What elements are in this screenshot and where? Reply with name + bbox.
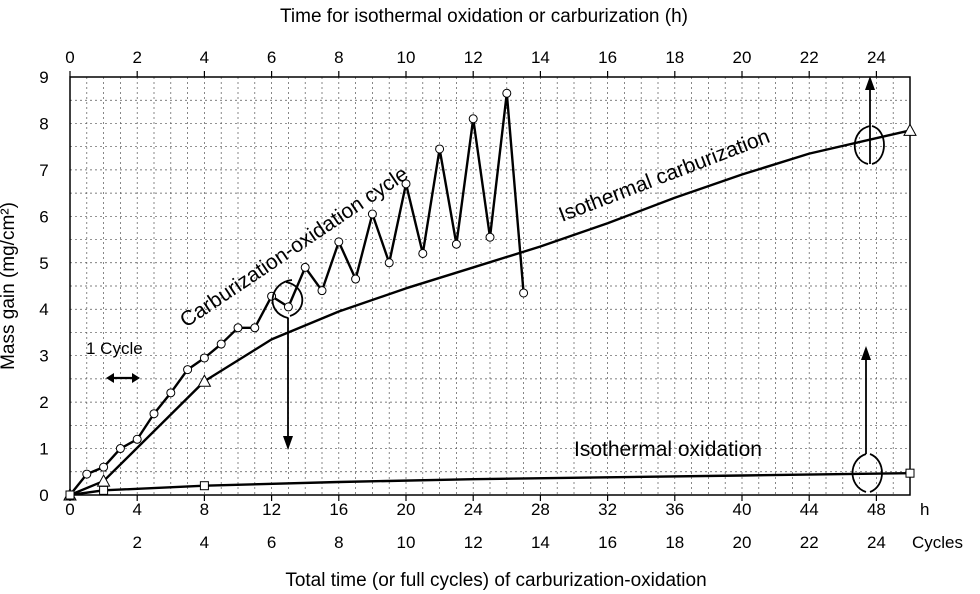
top-tick-label: 18 [665,48,684,67]
cycle-label: 1 Cycle [86,339,143,358]
read-top-axis-marker-oxidation [851,346,883,493]
bottom-hour-tick-label: 12 [262,500,281,519]
top-tick-label: 2 [132,48,141,67]
cyclic-point [183,365,193,375]
top-tick-label: 20 [733,48,752,67]
carburization-point [197,374,212,387]
cyclic-point [82,469,92,479]
cyclic-point [502,88,512,98]
bottom-hour-tick-label: 20 [397,500,416,519]
bottom-cycle-tick-label: 14 [531,533,550,552]
bottom-cycle-tick-label: 8 [334,533,343,552]
bottom-cycle-tick-label: 16 [598,533,617,552]
cyclic-point [367,209,377,219]
cycle-unit-label: Cycles [912,533,963,552]
bottom-hour-tick-label: 16 [329,500,348,519]
oxidation-point [65,490,75,500]
cyclic-point [519,288,529,298]
bottom-cycle-tick-label: 4 [200,533,209,552]
top-tick-label: 16 [598,48,617,67]
bottom-hour-tick-label: 0 [65,500,74,519]
oxidation-series-label: Isothermal oxidation [574,438,762,461]
top-tick-label: 8 [334,48,343,67]
bottom-cycle-tick-label: 10 [397,533,416,552]
y-tick-label: 4 [39,300,48,319]
annotations: 1 Cycle Carburization-oxidation cycle Is… [86,76,885,493]
bottom-hour-tick-label: 32 [598,500,617,519]
bottom-cycle-tick-label: 6 [267,533,276,552]
cyclic-point [132,434,142,444]
bottom-hour-tick-label: 44 [800,500,819,519]
bottom-cycle-tick-label: 18 [665,533,684,552]
bottom-hour-tick-label: 8 [200,500,209,519]
bottom-cycle-tick-label: 24 [867,533,886,552]
cyclic-point [317,286,327,296]
top-tick-label: 4 [200,48,209,67]
oxidation-point [99,485,109,495]
cyclic-point [384,258,394,268]
top-tick-label: 22 [800,48,819,67]
y-tick-label: 8 [39,114,48,133]
top-tick-label: 14 [531,48,550,67]
oxidation-point [199,481,209,491]
top-tick-label: 10 [397,48,416,67]
bottom-hour-tick-label: 36 [665,500,684,519]
y-tick-label: 2 [39,393,48,412]
cyclic-point [485,232,495,242]
grid [70,77,910,495]
cyclic-line [69,92,525,496]
cyclic-point [216,339,226,349]
bottom-cycle-tick-label: 12 [464,533,483,552]
bottom-hour-tick-label: 28 [531,500,550,519]
bottom-cycle-tick-label: 20 [733,533,752,552]
y-tick-label: 7 [39,161,48,180]
cyclic-point [300,262,310,272]
bottom-hour-tick-label: 4 [132,500,141,519]
top-tick-label: 6 [267,48,276,67]
carburization-point [903,123,917,136]
bottom-hour-tick-label: 40 [733,500,752,519]
hour-unit-label: h [920,500,929,519]
y-tick-label: 3 [39,347,48,366]
cyclic-point [250,323,260,333]
cyclic-point [418,248,428,258]
cyclic-point [435,144,445,154]
bottom-hour-tick-label: 48 [867,500,886,519]
bottom-cycle-tick-label: 22 [800,533,819,552]
top-tick-label: 24 [867,48,886,67]
top-tick-label: 12 [464,48,483,67]
cyclic-series-label: Carburization-oxidation cycle [176,162,412,332]
y-axis-title: Mass gain (mg/cm²) [0,202,19,370]
y-tick-label: 6 [39,207,48,226]
read-top-axis-marker [853,76,885,165]
cyclic-point [468,114,478,124]
cyclic-point [99,462,109,472]
oxidation-point [905,468,915,478]
cyclic-point [401,179,411,189]
y-tick-label: 5 [39,254,48,273]
cyclic-point [166,388,176,398]
cyclic-point [334,237,344,247]
bottom-axis-title: Total time (or full cycles) of carburiza… [285,570,706,591]
cyclic-point [199,353,209,363]
cycle-double-arrow [106,373,140,383]
y-tick-label: 0 [39,486,48,505]
top-axis-title: Time for isothermal oxidation or carburi… [280,6,688,27]
cyclic-point [451,239,461,249]
read-bottom-axis-marker [271,279,304,450]
top-tick-label: 0 [65,48,74,67]
oxidation-line [69,471,911,497]
y-tick-label: 9 [39,68,48,87]
bottom-cycle-tick-label: 2 [132,533,141,552]
y-tick-label: 1 [39,440,48,459]
bottom-hour-tick-label: 24 [464,500,483,519]
cyclic-point [149,409,159,419]
cyclic-point [115,444,125,454]
cyclic-point [233,323,243,333]
plot-frame [69,76,911,496]
cyclic-point [283,302,293,312]
cyclic-point [351,274,361,284]
